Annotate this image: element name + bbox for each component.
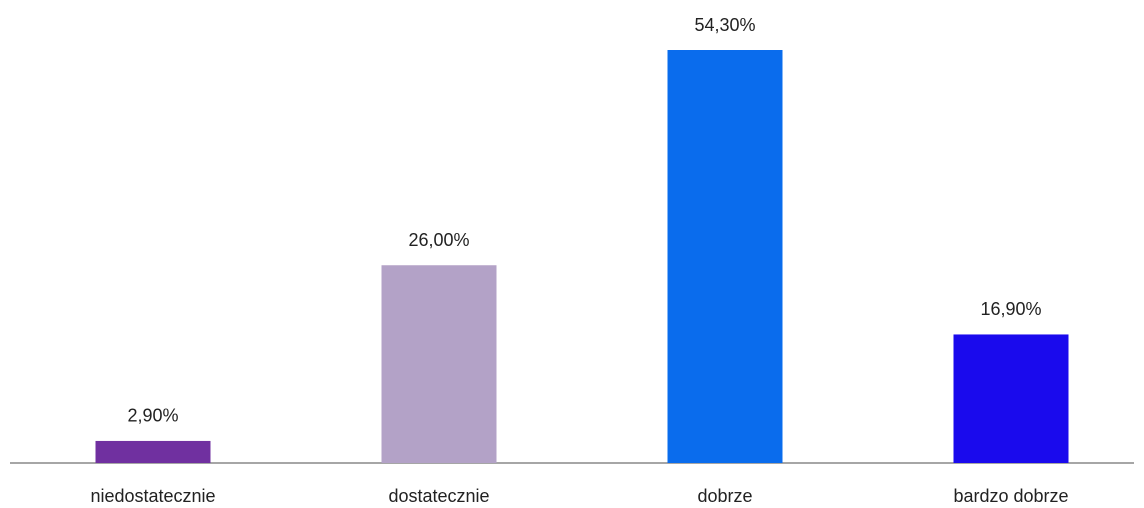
data-label: 54,30% (694, 15, 755, 35)
x-tick-label: dostatecznie (388, 486, 489, 506)
x-tick-label: dobrze (697, 486, 752, 506)
bar (953, 334, 1069, 463)
bar (667, 50, 783, 463)
x-tick-label: niedostatecznie (90, 486, 215, 506)
bar (95, 440, 211, 463)
bar (381, 265, 497, 463)
data-label: 2,90% (127, 406, 178, 426)
data-label: 26,00% (408, 230, 469, 250)
x-tick-label: bardzo dobrze (953, 486, 1068, 506)
data-label: 16,90% (980, 299, 1041, 319)
